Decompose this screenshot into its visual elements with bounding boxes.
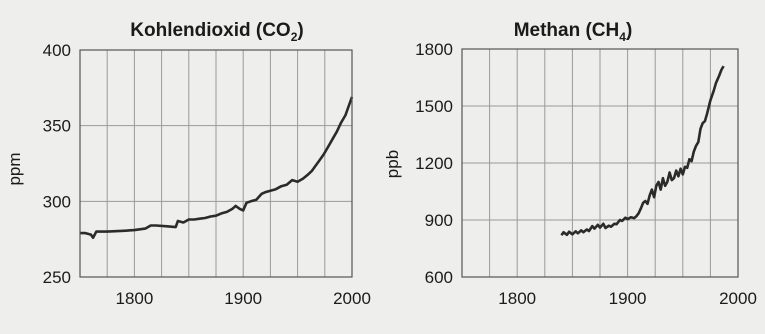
ch4-y-tick-label: 1500 [415,97,453,116]
co2-chart-title: Kohlendioxid (CO2) [130,20,303,44]
co2-y-tick-label: 250 [43,268,71,287]
co2-y-axis: 250 300 350 400 [43,41,71,287]
co2-y-tick-label: 350 [43,117,71,136]
co2-y-tick-label: 300 [43,192,71,211]
ch4-x-axis: 1800 1900 2000 [498,289,757,308]
ch4-y-tick-label: 1800 [415,40,453,59]
co2-grid [80,49,353,278]
co2-plot-frame [79,49,353,278]
co2-y-tick-label: 400 [43,41,71,60]
co2-series-line [80,96,354,239]
ch4-plot-frame [461,48,739,278]
ch4-x-tick-label: 1900 [609,289,647,308]
ch4-y-tick-label: 1200 [415,154,453,173]
co2-x-axis: 1800 1900 2000 [115,289,370,308]
ch4-y-tick-label: 600 [425,268,453,287]
ch4-x-tick-label: 2000 [719,289,757,308]
co2-x-tick-label: 1900 [224,289,262,308]
ch4-x-tick-label: 1800 [498,289,536,308]
ch4-chart-title: Methan (CH4) [514,20,633,44]
ch4-y-tick-label: 900 [425,211,453,230]
ch4-grid [462,48,739,278]
ch4-chart: Methan (CH4) 600 900 1200 1500 1800 1800 1900… [383,20,757,308]
ch4-series-line [560,65,725,237]
co2-x-tick-label: 2000 [333,289,371,308]
co2-y-axis-label: ppm [5,152,24,185]
ch4-y-axis-label: ppb [383,150,402,178]
co2-chart: Kohlendioxid (CO2) 250 300 350 400 1800 1900… [5,20,371,308]
co2-x-tick-label: 1800 [115,289,153,308]
ch4-y-axis: 600 900 1200 1500 1800 [415,40,453,287]
